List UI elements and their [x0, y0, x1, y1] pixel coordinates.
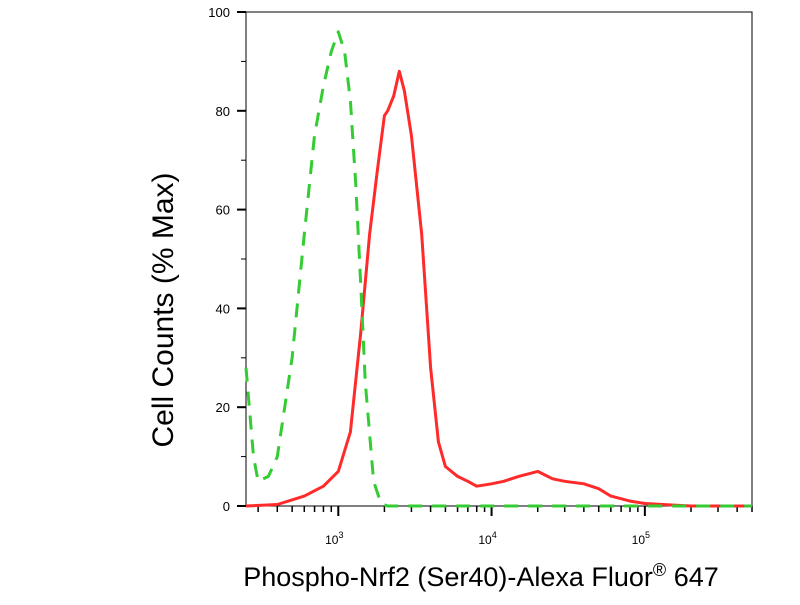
- series-0-line: [245, 69, 752, 508]
- y-tick-label: 60: [216, 203, 230, 218]
- series-1-line: [244, 30, 752, 508]
- y-tick-label: 80: [216, 104, 230, 119]
- x-axis-label-tail: 647: [666, 562, 719, 592]
- plot-frame: [245, 11, 753, 507]
- x-axis-label-main: Phospho-Nrf2 (Ser40)-Alexa Fluor: [243, 562, 653, 592]
- y-tick-label: 20: [216, 400, 230, 415]
- y-axis-label: Cell Counts (% Max): [147, 172, 180, 447]
- x-axis: 103 104 105: [257, 506, 753, 547]
- x-axis-label: Phospho-Nrf2 (Ser40)-Alexa Fluor® 647: [243, 560, 719, 592]
- y-tick-label: 0: [223, 499, 230, 514]
- x-axis-label-registered-mark: ®: [653, 560, 666, 580]
- y-tick-label: 100: [208, 5, 230, 20]
- x-tick-label: 104: [478, 530, 496, 547]
- y-tick-label: 40: [216, 301, 230, 316]
- series-layer: [244, 30, 752, 508]
- y-axis: 0 20 40 60 80 100: [208, 5, 246, 514]
- x-tick-label: 105: [632, 530, 650, 547]
- plot-area: [245, 11, 753, 507]
- x-tick-label: 103: [325, 530, 343, 547]
